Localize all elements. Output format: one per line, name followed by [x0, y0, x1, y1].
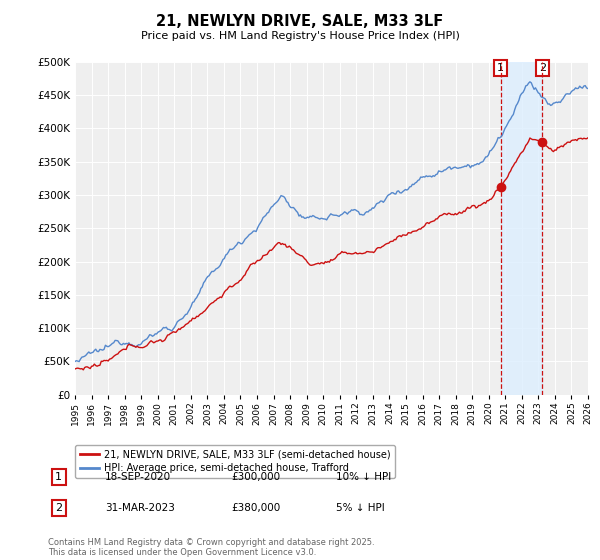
Text: £300,000: £300,000 [231, 472, 280, 482]
Text: Price paid vs. HM Land Registry's House Price Index (HPI): Price paid vs. HM Land Registry's House … [140, 31, 460, 41]
Text: 1: 1 [497, 63, 504, 73]
Text: 1: 1 [55, 472, 62, 482]
Text: 18-SEP-2020: 18-SEP-2020 [105, 472, 171, 482]
Legend: 21, NEWLYN DRIVE, SALE, M33 3LF (semi-detached house), HPI: Average price, semi-: 21, NEWLYN DRIVE, SALE, M33 3LF (semi-de… [75, 445, 395, 478]
Text: 31-MAR-2023: 31-MAR-2023 [105, 503, 175, 513]
Text: 5% ↓ HPI: 5% ↓ HPI [336, 503, 385, 513]
Text: 2: 2 [55, 503, 62, 513]
Text: 21, NEWLYN DRIVE, SALE, M33 3LF: 21, NEWLYN DRIVE, SALE, M33 3LF [157, 14, 443, 29]
Text: £380,000: £380,000 [231, 503, 280, 513]
Bar [500, 62, 542, 395]
Text: 2: 2 [539, 63, 546, 73]
Text: 10% ↓ HPI: 10% ↓ HPI [336, 472, 391, 482]
Text: Contains HM Land Registry data © Crown copyright and database right 2025.
This d: Contains HM Land Registry data © Crown c… [48, 538, 374, 557]
